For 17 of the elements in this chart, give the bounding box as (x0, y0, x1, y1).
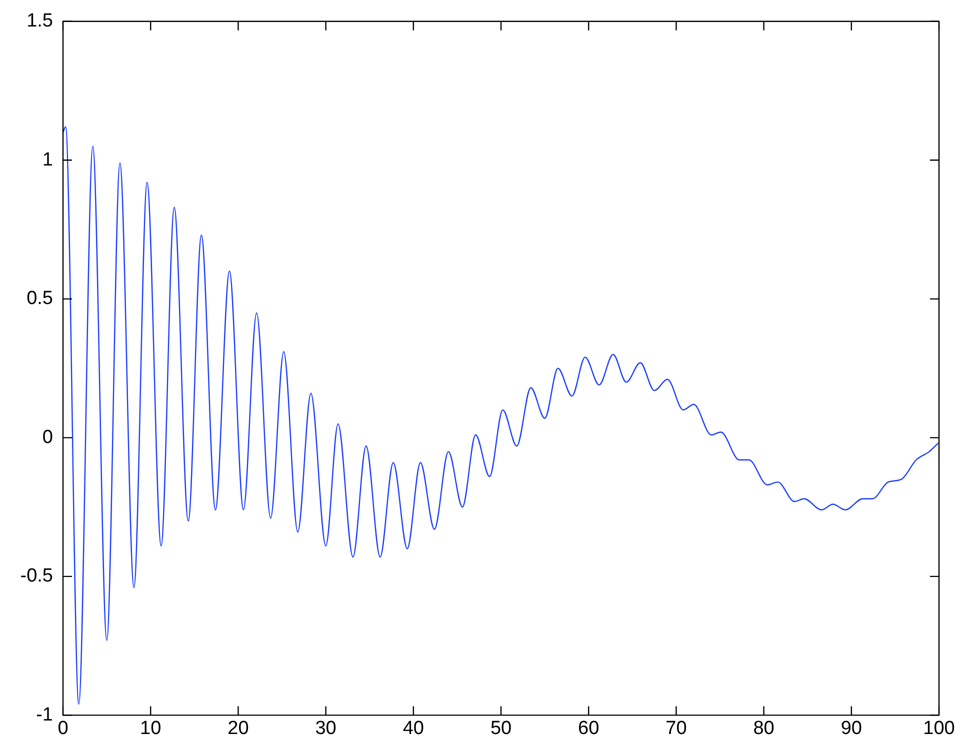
x-tick-label: 80 (753, 718, 774, 739)
x-tick-label: 70 (666, 718, 687, 739)
x-tick-label: 90 (840, 718, 862, 739)
x-tick-label: 40 (402, 718, 424, 739)
y-tick-label: -1 (36, 704, 53, 726)
x-tick-label: 30 (315, 718, 336, 739)
x-tick-label: 50 (490, 718, 512, 739)
x-tick-label: 60 (578, 718, 600, 739)
y-tick-label: 0.5 (26, 288, 53, 310)
y-tick-label: 0 (42, 426, 53, 448)
y-tick-label: 1.5 (26, 10, 53, 32)
y-tick-label: 1 (42, 149, 53, 170)
y-tick-label: -0.5 (20, 566, 53, 587)
x-tick-label: 10 (140, 718, 162, 739)
x-tick-label: 100 (923, 718, 955, 739)
x-tick-label: 20 (228, 718, 249, 739)
x-tick-label: 0 (58, 718, 68, 739)
